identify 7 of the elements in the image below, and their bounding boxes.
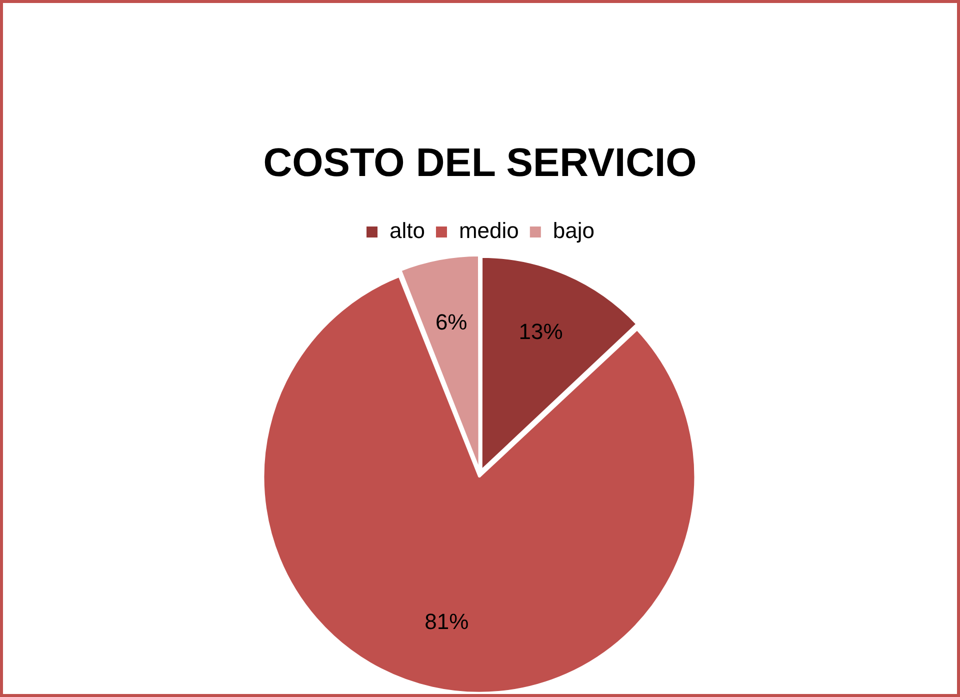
legend-label: alto xyxy=(390,218,425,244)
data-label: 6% xyxy=(435,309,468,334)
chart-title: COSTO DEL SERVICIO xyxy=(263,141,697,186)
legend-label: bajo xyxy=(552,218,594,244)
data-label: 81% xyxy=(424,608,469,634)
data-label: 13% xyxy=(518,319,563,344)
legend-label: medio xyxy=(458,218,519,244)
